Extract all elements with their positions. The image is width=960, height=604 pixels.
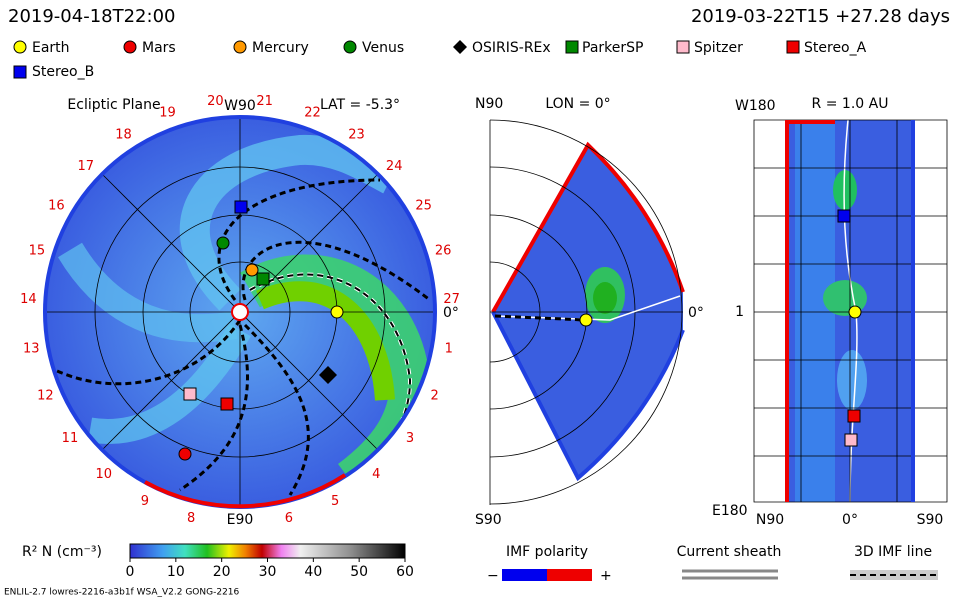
longitude-label: 1 — [445, 341, 453, 356]
sheath-sample — [682, 569, 778, 580]
marker-venus — [343, 40, 357, 54]
imf-negative — [502, 569, 547, 581]
longitude-label: 8 — [187, 511, 195, 526]
axis-label: 0° — [842, 512, 858, 528]
colorbar-tick-label: 60 — [396, 564, 414, 580]
longitude-label: 22 — [304, 105, 321, 120]
colorbar-scale — [129, 543, 406, 559]
longitude-label: 5 — [331, 494, 339, 509]
longitude-label: 3 — [406, 431, 414, 446]
marker-osiris — [453, 40, 467, 54]
longitude-label: 14 — [20, 292, 37, 307]
longitude-label: 13 — [23, 341, 40, 356]
longitude-label: 19 — [159, 105, 176, 120]
longitude-label: 16 — [48, 199, 65, 214]
longitude-label: 25 — [415, 199, 432, 214]
axis-label: N90 — [756, 512, 784, 528]
longitude-label: 10 — [95, 467, 112, 482]
longitude-label: 11 — [62, 431, 79, 446]
legend: Earth Mars Mercury Venus OSIRIS-REx Park… — [13, 40, 867, 80]
run-info: 2019-03-22T15 +27.28 days — [691, 6, 950, 27]
marker-spitzer — [676, 40, 690, 54]
footer: ENLIL-2.7 lowres-2216-a3b1f WSA_V2.2 GON… — [4, 588, 240, 598]
legend-label: Spitzer — [694, 40, 743, 56]
longitude-label: 2 — [431, 388, 439, 403]
sheath-label: Current sheath — [677, 544, 782, 560]
marker-parker — [565, 40, 579, 54]
colorbar-tick-label: 40 — [304, 564, 322, 580]
radial-panel: W180 R = 1.0 AU 1 E180 N90 0° S90 — [712, 96, 948, 528]
longitude-label: 21 — [256, 94, 273, 109]
marker-stereo-b — [13, 65, 27, 79]
axis-label: S90 — [475, 512, 502, 528]
date: 2019-04-18T22:00 — [8, 6, 175, 27]
legend-label: Stereo_A — [804, 40, 867, 56]
legend-label: Stereo_B — [32, 64, 94, 80]
colorbar-tick-label: 30 — [259, 564, 277, 580]
legend-label: Venus — [362, 40, 404, 56]
imf-minus: − — [487, 568, 499, 584]
longitude-label: 27 — [443, 292, 460, 307]
longitude-label: 18 — [115, 127, 132, 142]
panel-title: Ecliptic Plane — [67, 97, 160, 113]
imf-line-label: 3D IMF line — [854, 544, 932, 560]
legend-label: Mars — [142, 40, 176, 56]
imf-positive — [547, 569, 592, 581]
marker-mars — [123, 40, 137, 54]
meridional-panel: N90 LON = 0° 0° S90 — [475, 96, 704, 528]
axis-label: E90 — [227, 512, 254, 528]
axis-label: W180 — [735, 98, 776, 114]
legend-label: OSIRIS-REx — [472, 40, 551, 56]
imf-title: IMF polarity — [506, 544, 588, 560]
r-label: R = 1.0 AU — [812, 96, 889, 112]
longitude-label: 9 — [141, 494, 149, 509]
longitude-label: 26 — [435, 244, 452, 259]
longitude-label: 12 — [37, 388, 54, 403]
axis-label: 0° — [443, 305, 459, 321]
longitude-label: 24 — [386, 159, 403, 174]
legend-label: Mercury — [252, 40, 309, 56]
colorbar-tick-label: 50 — [350, 564, 368, 580]
longitude-label: 20 — [207, 94, 224, 109]
colorbar: R² N (cm⁻³) 0 10 20 30 40 50 60 — [22, 543, 414, 580]
axis-label: 0° — [688, 305, 704, 321]
colorbar-tick-label: 20 — [213, 564, 231, 580]
ecliptic-panel: Ecliptic Plane W90 LAT = -5.3° 0° E90 12… — [20, 94, 460, 528]
colorbar-tick-label: 10 — [167, 564, 185, 580]
marker-mercury — [233, 40, 247, 54]
lon-label: LON = 0° — [545, 96, 610, 112]
axis-label: S90 — [917, 512, 944, 528]
colorbar-label: R² N (cm⁻³) — [22, 544, 102, 560]
legend-label: ParkerSP — [582, 40, 643, 56]
longitude-label: 6 — [285, 511, 293, 526]
longitude-label: 15 — [29, 244, 46, 259]
longitude-label: 23 — [348, 127, 365, 142]
lat-label: LAT = -5.3° — [320, 97, 400, 113]
axis-label: W90 — [224, 98, 256, 114]
longitude-label: 17 — [78, 159, 95, 174]
marker-stereo-a — [786, 40, 800, 54]
legend-label: Earth — [32, 40, 70, 56]
marker-earth — [13, 40, 27, 54]
axis-label: E180 — [712, 503, 748, 519]
colorbar-tick-label: 0 — [126, 564, 135, 580]
imf-plus: + — [600, 568, 612, 584]
longitude-label: 4 — [372, 467, 380, 482]
axis-label: N90 — [475, 96, 503, 112]
axis-label: 1 — [735, 304, 744, 320]
